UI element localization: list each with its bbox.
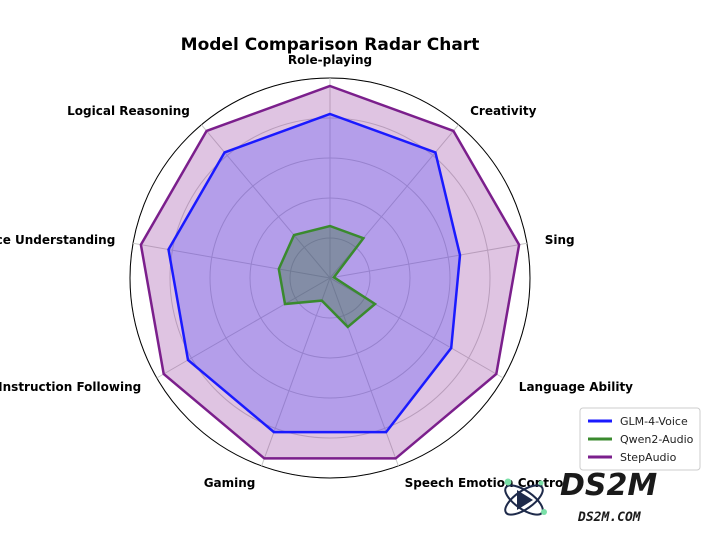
legend: GLM-4-Voice Qwen2-Audio StepAudio — [579, 407, 701, 471]
legend-label-qwen2-audio: Qwen2-Audio — [620, 433, 694, 446]
brand-url: DS2M.COM — [577, 510, 642, 525]
axis-label-speech-emotion-control: Speech Emotion Control — [405, 476, 568, 490]
axis-label-logical-reasoning: Logical Reasoning — [67, 104, 190, 118]
grid-spoke-speech-emotion-control — [329, 277, 399, 467]
grid-spoke-logical-reasoning — [201, 124, 331, 279]
axis-label-language-ability: Language Ability — [519, 380, 633, 394]
grid-spoke-voice-understanding — [132, 242, 331, 279]
axis-label-voice-understanding: Voice Understanding — [0, 233, 115, 247]
legend-label-stepaudio: StepAudio — [620, 451, 677, 464]
legend-frame — [579, 407, 701, 471]
grid-spoke-gaming — [261, 277, 331, 467]
atom-icon — [504, 478, 547, 516]
brand-name: DS2M — [560, 468, 657, 503]
axis-label-gaming: Gaming — [204, 476, 256, 490]
grid-spoke-sing — [329, 242, 528, 279]
axis-label-sing: Sing — [545, 233, 575, 247]
series-stepaudio — [139, 84, 521, 460]
axis-label-creativity: Creativity — [470, 104, 536, 118]
grid-spoke-voice-instruction-following — [156, 277, 331, 379]
legend-label-glm-4-voice: GLM-4-Voice — [620, 415, 688, 428]
series-glm-4-voice — [167, 112, 462, 434]
category-labels: Role-playing Creativity Sing Language Abili… — [0, 53, 633, 490]
series-qwen2-audio — [277, 224, 378, 329]
axis-label-voice-instruction-following: Voice Instruction Following — [0, 380, 141, 394]
axis-label-role-playing: Role-playing — [288, 53, 372, 67]
radar-series — [139, 84, 521, 460]
watermark-logo: DS2M DS2M.COM — [504, 468, 657, 525]
chart-title: Model Comparison Radar Chart — [181, 35, 480, 55]
